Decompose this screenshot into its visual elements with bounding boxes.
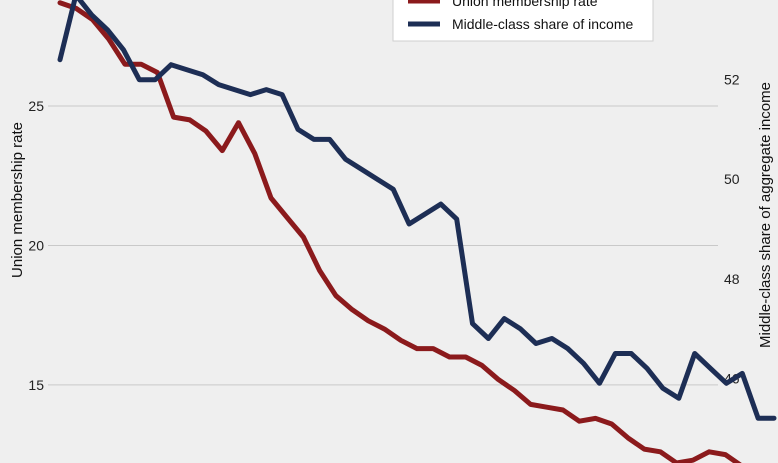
legend: Union membership rate Middle-class share… bbox=[392, 0, 654, 42]
legend-box bbox=[392, 0, 654, 42]
right-tick-label: 48 bbox=[724, 271, 740, 287]
series-lines bbox=[57, 0, 777, 463]
right-axis-title: Middle-class share of aggregate income bbox=[757, 82, 774, 348]
middle-class-share-line bbox=[57, 0, 777, 421]
right-tick-label: 52 bbox=[724, 72, 740, 88]
left-tick-label: 25 bbox=[28, 98, 44, 114]
gridlines bbox=[48, 105, 718, 386]
left-axis-ticks: 15 20 25 bbox=[28, 98, 44, 393]
left-tick-label: 20 bbox=[28, 237, 44, 253]
union-membership-line bbox=[57, 0, 742, 463]
legend-label-middle-class: Middle-class share of income bbox=[452, 16, 634, 32]
right-tick-label: 50 bbox=[724, 171, 740, 187]
legend-label-union: Union membership rate bbox=[452, 0, 598, 9]
left-tick-label: 15 bbox=[28, 377, 44, 393]
left-axis-title: Union membership rate bbox=[9, 122, 26, 278]
